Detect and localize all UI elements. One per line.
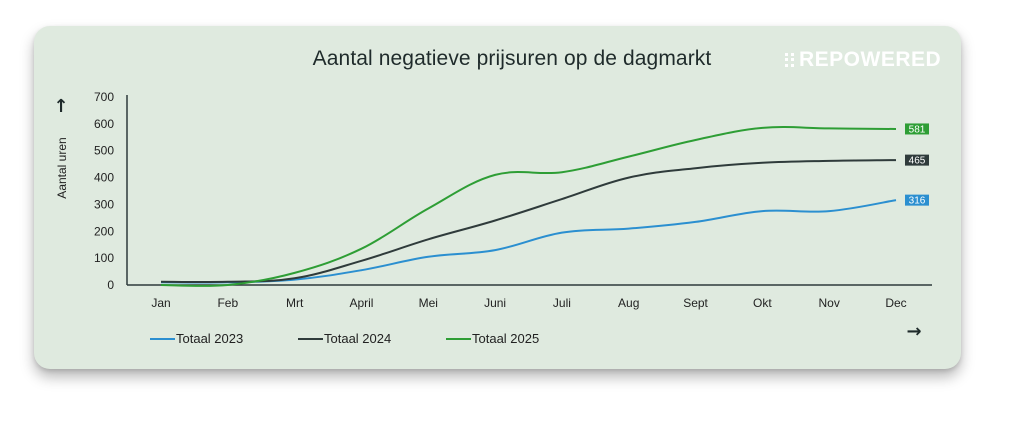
x-tick-label: Jan xyxy=(151,296,170,310)
legend-swatch xyxy=(150,337,175,340)
y-tick-label: 600 xyxy=(94,117,114,131)
legend: Totaal 2023 Totaal 2024 Totaal 2025 xyxy=(150,331,594,346)
legend-item: Totaal 2024 xyxy=(298,331,446,346)
y-tick-label: 400 xyxy=(94,171,114,185)
axes xyxy=(126,95,932,286)
legend-label: Totaal 2023 xyxy=(176,331,244,346)
y-tick-label: 700 xyxy=(94,90,114,104)
x-axis-arrow-icon: → xyxy=(906,321,921,342)
legend-item: Totaal 2025 xyxy=(446,331,594,346)
y-tick-label: 300 xyxy=(94,197,114,211)
legend-swatch xyxy=(298,337,323,340)
end-label-text: 465 xyxy=(909,156,926,167)
x-tick-label: Feb xyxy=(217,296,238,310)
brand-logo-text: REPOWERED xyxy=(799,48,942,71)
chart-title: Aantal negatieve prijsuren op de dagmark… xyxy=(312,47,712,70)
x-tick-label: Okt xyxy=(753,296,772,310)
x-tick-label: Nov xyxy=(819,296,840,310)
legend-label: Totaal 2025 xyxy=(472,331,540,346)
legend-swatch xyxy=(446,337,471,340)
y-tick-label: 500 xyxy=(94,144,114,158)
end-label-text: 316 xyxy=(909,196,926,207)
x-tick-label: Juni xyxy=(484,296,506,310)
x-tick-label: Juli xyxy=(553,296,571,310)
legend-label: Totaal 2024 xyxy=(324,331,392,346)
y-tick-labels: 0 100 200 300 400 500 600 700 xyxy=(94,90,114,292)
x-tick-labels: Jan Feb Mrt April Mei Juni Juli Aug Sept Okt Nov De… xyxy=(151,296,906,310)
series-line-0 xyxy=(160,199,897,284)
brand-logo: REPOWERED xyxy=(785,48,941,72)
series-line-2 xyxy=(160,126,897,287)
y-tick-label: 100 xyxy=(94,251,114,265)
series-line-1 xyxy=(160,159,897,284)
series-lines xyxy=(160,126,897,287)
x-tick-label: Mei xyxy=(419,296,438,310)
end-labels: 316 465 581 xyxy=(905,123,929,207)
end-label-text: 581 xyxy=(909,124,926,135)
y-tick-label: 200 xyxy=(94,224,114,238)
y-axis-label: Aantal uren xyxy=(55,137,69,198)
x-tick-label: Sept xyxy=(683,296,708,310)
y-axis-arrow-icon: ↑ xyxy=(53,96,68,117)
y-tick-label: 0 xyxy=(107,278,114,292)
chart-card xyxy=(34,26,961,369)
grid-dots-icon xyxy=(785,53,795,67)
x-tick-label: Mrt xyxy=(286,296,304,310)
x-tick-label: Aug xyxy=(618,296,639,310)
legend-item: Totaal 2023 xyxy=(150,331,298,346)
end-label-badge xyxy=(905,154,929,166)
x-tick-label: Dec xyxy=(885,296,906,310)
end-label-badge xyxy=(905,123,929,135)
x-tick-label: April xyxy=(349,296,373,310)
end-label-badge xyxy=(905,194,929,206)
